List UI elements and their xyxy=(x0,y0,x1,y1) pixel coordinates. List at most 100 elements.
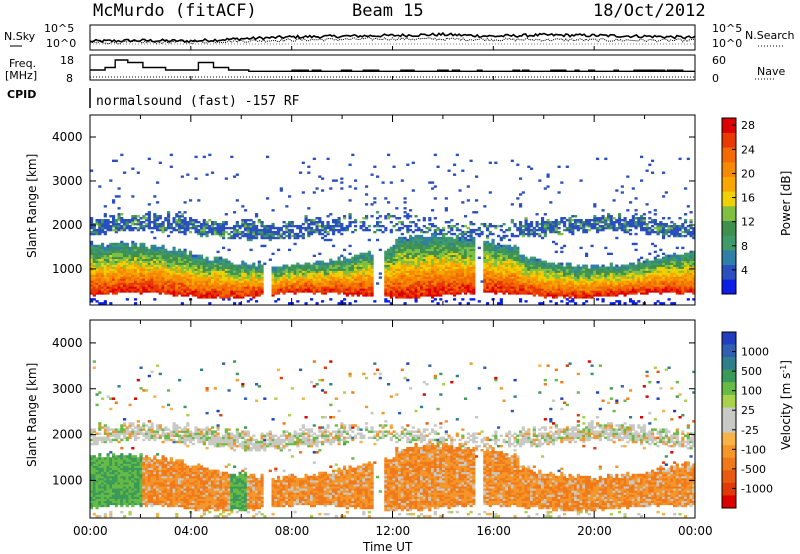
heat-cell xyxy=(208,226,212,230)
heat-cell xyxy=(255,282,259,285)
heat-cell xyxy=(444,221,448,224)
heat-cell xyxy=(532,292,536,295)
heat-cell xyxy=(411,290,415,293)
heat-cell xyxy=(222,274,226,277)
heat-cell xyxy=(428,268,432,271)
heat-cell xyxy=(499,266,503,269)
heat-cell xyxy=(444,197,448,200)
heat-cell xyxy=(464,232,468,236)
heat-cell xyxy=(431,262,435,265)
heat-cell xyxy=(150,262,154,265)
heat-cell xyxy=(549,294,553,297)
heat-cell xyxy=(120,228,124,232)
heat-cell xyxy=(95,219,99,222)
heat-cell xyxy=(563,276,567,279)
heat-cell xyxy=(224,222,228,226)
heat-cell xyxy=(519,266,523,269)
heat-cell xyxy=(417,288,421,291)
heat-cell xyxy=(230,280,234,283)
heat-cell xyxy=(224,268,228,271)
heat-cell xyxy=(134,298,138,301)
heat-cell xyxy=(321,274,325,277)
heat-cell xyxy=(277,274,281,277)
heat-cell xyxy=(461,270,465,273)
heat-cell xyxy=(92,290,96,293)
heat-cell xyxy=(362,272,366,275)
heat-cell xyxy=(409,284,413,287)
heat-cell xyxy=(521,256,525,259)
heat-cell xyxy=(167,264,171,267)
heat-cell xyxy=(494,290,498,293)
heat-cell xyxy=(519,264,523,267)
heat-cell xyxy=(106,276,110,279)
heat-cell xyxy=(351,276,355,279)
heat-cell xyxy=(95,232,99,236)
heat-cell xyxy=(241,292,245,295)
heat-cell xyxy=(579,268,583,271)
heat-cell xyxy=(450,250,454,254)
heat-cell xyxy=(499,280,503,283)
heat-cell xyxy=(521,234,525,238)
heat-cell xyxy=(508,258,512,261)
heat-cell xyxy=(530,272,534,275)
heat-cell xyxy=(354,270,358,273)
heat-cell xyxy=(502,234,506,238)
heat-cell xyxy=(156,286,160,289)
heat-cell xyxy=(535,276,539,279)
heat-cell xyxy=(521,288,525,291)
heat-cell xyxy=(420,292,424,295)
heat-cell xyxy=(541,286,545,289)
heat-cell xyxy=(453,274,457,277)
heat-cell xyxy=(117,246,121,250)
heat-cell xyxy=(161,230,165,234)
heat-cell xyxy=(200,286,204,289)
heat-cell xyxy=(103,254,107,258)
heat-cell xyxy=(92,252,96,256)
heat-cell xyxy=(395,296,399,299)
heat-cell xyxy=(123,272,127,275)
heat-cell xyxy=(431,234,435,238)
heat-cell xyxy=(191,258,195,261)
heat-cell xyxy=(277,266,281,269)
heat-cell xyxy=(510,262,514,265)
heat-cell xyxy=(175,282,179,285)
heat-cell xyxy=(521,284,525,287)
heat-cell xyxy=(400,294,404,297)
heat-cell xyxy=(453,240,457,244)
heat-cell xyxy=(332,221,336,224)
heat-cell xyxy=(213,260,217,263)
heat-cell xyxy=(351,221,355,224)
heat-cell xyxy=(499,252,503,256)
heat-cell xyxy=(227,288,231,291)
heat-cell xyxy=(433,185,437,188)
heat-cell xyxy=(307,222,311,226)
heat-cell xyxy=(233,234,237,238)
heat-cell xyxy=(461,254,465,258)
heat-cell xyxy=(307,228,311,232)
heat-cell xyxy=(345,270,349,273)
heat-cell xyxy=(370,274,374,277)
heat-cell xyxy=(321,260,325,263)
heat-cell xyxy=(233,266,237,269)
heat-cell xyxy=(208,266,212,269)
heat-cell xyxy=(510,284,514,287)
heat-cell xyxy=(282,232,286,236)
heat-cell xyxy=(125,290,129,293)
heat-cell xyxy=(359,254,363,258)
heat-cell xyxy=(282,290,286,293)
heat-cell xyxy=(433,264,437,267)
heat-cell xyxy=(153,268,157,271)
heat-cell xyxy=(249,292,253,295)
heat-cell xyxy=(307,224,311,228)
heat-cell xyxy=(579,246,583,250)
heat-cell xyxy=(345,276,349,279)
heat-cell xyxy=(576,226,580,230)
heat-cell xyxy=(516,290,520,293)
heat-cell xyxy=(241,221,245,224)
heat-cell xyxy=(543,221,547,224)
heat-cell xyxy=(186,260,190,263)
heat-cell xyxy=(235,288,239,291)
heat-cell xyxy=(315,266,319,269)
heat-cell xyxy=(255,288,259,291)
heat-cell xyxy=(241,232,245,236)
